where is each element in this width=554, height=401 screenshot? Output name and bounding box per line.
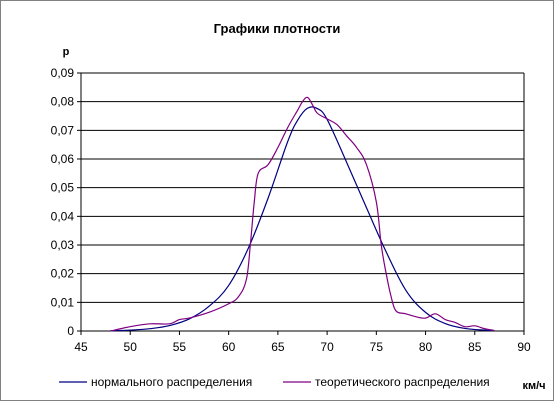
y-tick-label: 0,01 [51, 295, 75, 309]
y-tick-label: 0,04 [51, 209, 75, 223]
x-tick-label: 70 [320, 340, 334, 354]
y-ticks: 0 0,01 0,02 0,03 0,04 0,05 0,06 0,07 0,08 0,09 [51, 66, 81, 338]
x-tick-label: 80 [419, 340, 433, 354]
x-tick-label: 75 [370, 340, 384, 354]
y-axis-label: p [63, 46, 70, 58]
legend-label-1: нормального распределения [91, 375, 252, 389]
x-tick-label: 45 [74, 340, 88, 354]
y-tick-label: 0 [67, 324, 74, 338]
legend: нормального распределения теоретического … [59, 375, 490, 389]
grid [81, 72, 525, 331]
x-axis-label: км/ч [522, 380, 545, 392]
x-ticks: 45 50 55 60 65 70 75 80 85 90 [74, 331, 531, 354]
plot-area [81, 73, 524, 331]
x-tick-label: 55 [173, 340, 187, 354]
plot-background [81, 73, 524, 331]
x-tick-label: 90 [517, 340, 531, 354]
axes [80, 73, 524, 332]
x-tick-label: 65 [271, 340, 285, 354]
series-layer [110, 96, 495, 332]
legend-label-2: теоретического распределения [315, 375, 490, 389]
y-tick-label: 0,08 [51, 95, 75, 109]
y-tick-label: 0,05 [51, 181, 75, 195]
y-tick-label: 0,03 [51, 238, 75, 252]
series-line-2 [110, 96, 495, 332]
y-tick-label: 0,06 [51, 152, 75, 166]
y-tick-label: 0,09 [51, 66, 75, 80]
x-tick-label: 85 [468, 340, 482, 354]
x-tick-label: 60 [222, 340, 236, 354]
series-line-1 [110, 106, 495, 332]
y-tick-label: 0,07 [51, 123, 75, 137]
chart-title: Графики плотности [214, 21, 341, 36]
x-tick-label: 50 [124, 340, 138, 354]
y-tick-label: 0,02 [51, 267, 75, 281]
